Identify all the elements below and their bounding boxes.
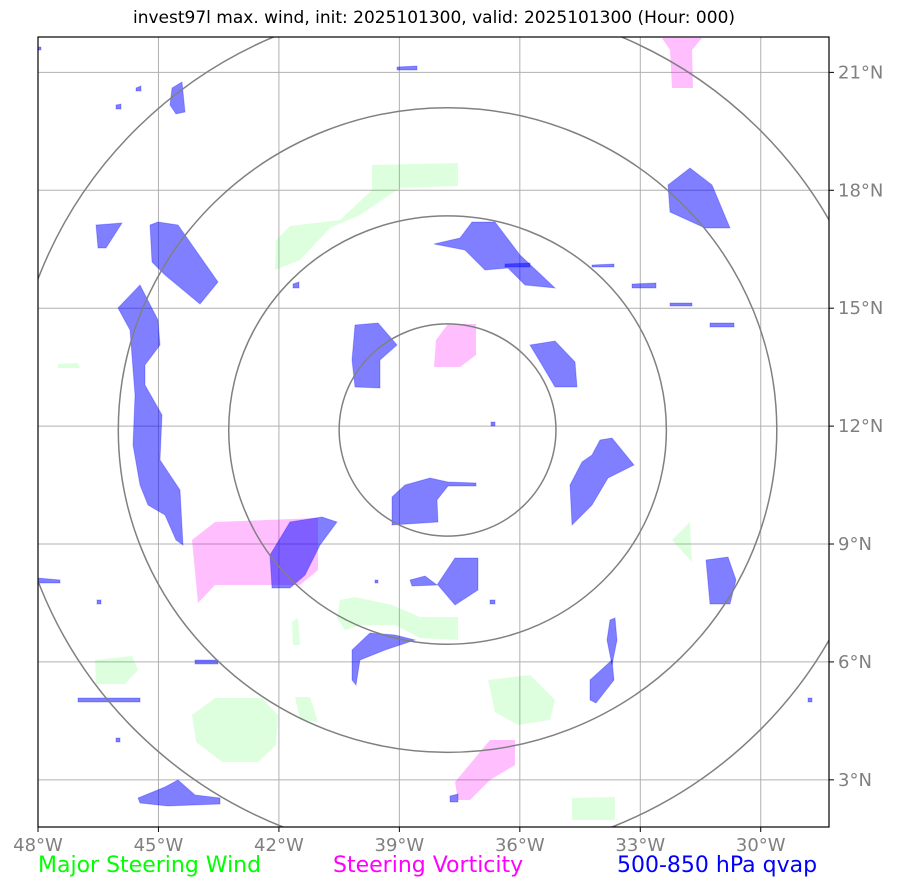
qvap-patch (705, 556, 737, 605)
wind-patch (295, 697, 318, 722)
lat-tick-label: 6°N (838, 652, 872, 673)
qvap-patch (667, 167, 731, 229)
latitude-labels: 3°N 6°N 9°N 12°N 15°N 18°N 21°N (829, 62, 883, 791)
legend-steering-vorticity: Steering Vorticity (333, 853, 524, 878)
lat-tick-label: 3°N (838, 770, 872, 791)
qvap-patch (631, 282, 657, 289)
lon-tick-label: 36°W (495, 835, 545, 856)
qvap-patch (504, 262, 531, 268)
vorticity-patch (662, 38, 702, 88)
qvap-patch (194, 659, 219, 665)
qvap-patch (95, 222, 123, 249)
qvap-patch (669, 302, 693, 307)
lat-tick-label: 15°N (838, 298, 883, 319)
lat-lon-grid (37, 37, 829, 827)
qvap-patch (409, 557, 479, 606)
lon-tick-label: 48°W (13, 835, 63, 856)
vorticity-patch (455, 740, 515, 800)
qvap-patch (169, 81, 186, 115)
qvap-patch (115, 103, 122, 110)
qvap-patch (569, 437, 635, 527)
qvap-patch (137, 779, 221, 807)
qvap-patch (374, 579, 379, 584)
wind-patch (95, 656, 138, 684)
legend-qvap: 500-850 hPa qvap (617, 853, 818, 878)
lat-tick-label: 12°N (838, 416, 883, 437)
wind-patch (58, 363, 80, 368)
range-ring (117, 106, 778, 754)
qvap-patch (96, 599, 102, 605)
steering-wind-layer (58, 163, 692, 820)
qvap-patch (269, 516, 338, 589)
qvap-patch (606, 617, 618, 666)
wind-patch (275, 163, 458, 270)
lon-tick-label: 45°W (134, 835, 184, 856)
range-ring (338, 323, 557, 537)
map-title: invest97l max. wind, init: 2025101300, v… (132, 8, 736, 28)
qvap-patch (292, 281, 300, 289)
qvap-patch (433, 221, 557, 289)
qvap-patch (490, 421, 496, 427)
qvap-layer (37, 46, 813, 807)
wind-patch (337, 597, 458, 640)
vorticity-patch (434, 324, 476, 367)
qvap-patch (589, 658, 615, 704)
lat-tick-label: 21°N (838, 62, 883, 83)
qvap-patch (709, 322, 735, 328)
qvap-patch (77, 697, 141, 703)
range-rings (38, 37, 829, 827)
lon-tick-label: 39°W (375, 835, 425, 856)
qvap-patch (489, 599, 496, 605)
lat-tick-label: 9°N (838, 534, 872, 555)
lat-tick-label: 18°N (838, 180, 883, 201)
longitude-labels: 48°W 45°W 42°W 39°W 36°W 33°W 30°W (13, 827, 786, 856)
lon-tick-label: 33°W (615, 835, 665, 856)
wind-patch (292, 618, 300, 645)
qvap-patch (149, 221, 219, 305)
qvap-patch (391, 477, 477, 526)
legend-steering-wind: Major Steering Wind (38, 853, 262, 878)
qvap-patch (449, 793, 459, 803)
wind-patch (488, 675, 555, 725)
qvap-patch (115, 737, 121, 743)
qvap-patch (591, 263, 615, 268)
vorticity-layer (192, 38, 702, 800)
qvap-patch (529, 340, 578, 388)
wind-patch (572, 797, 615, 820)
lon-tick-label: 30°W (736, 835, 786, 856)
qvap-patch (351, 322, 398, 389)
qvap-patch (117, 284, 184, 547)
wind-patch (192, 698, 278, 762)
qvap-patch (807, 697, 813, 703)
qvap-patch (396, 65, 418, 71)
map-frame (37, 36, 830, 828)
lon-tick-label: 42°W (254, 835, 304, 856)
wind-patch (672, 522, 692, 562)
qvap-patch (135, 85, 142, 92)
qvap-patch (37, 577, 61, 584)
range-ring (227, 215, 668, 645)
